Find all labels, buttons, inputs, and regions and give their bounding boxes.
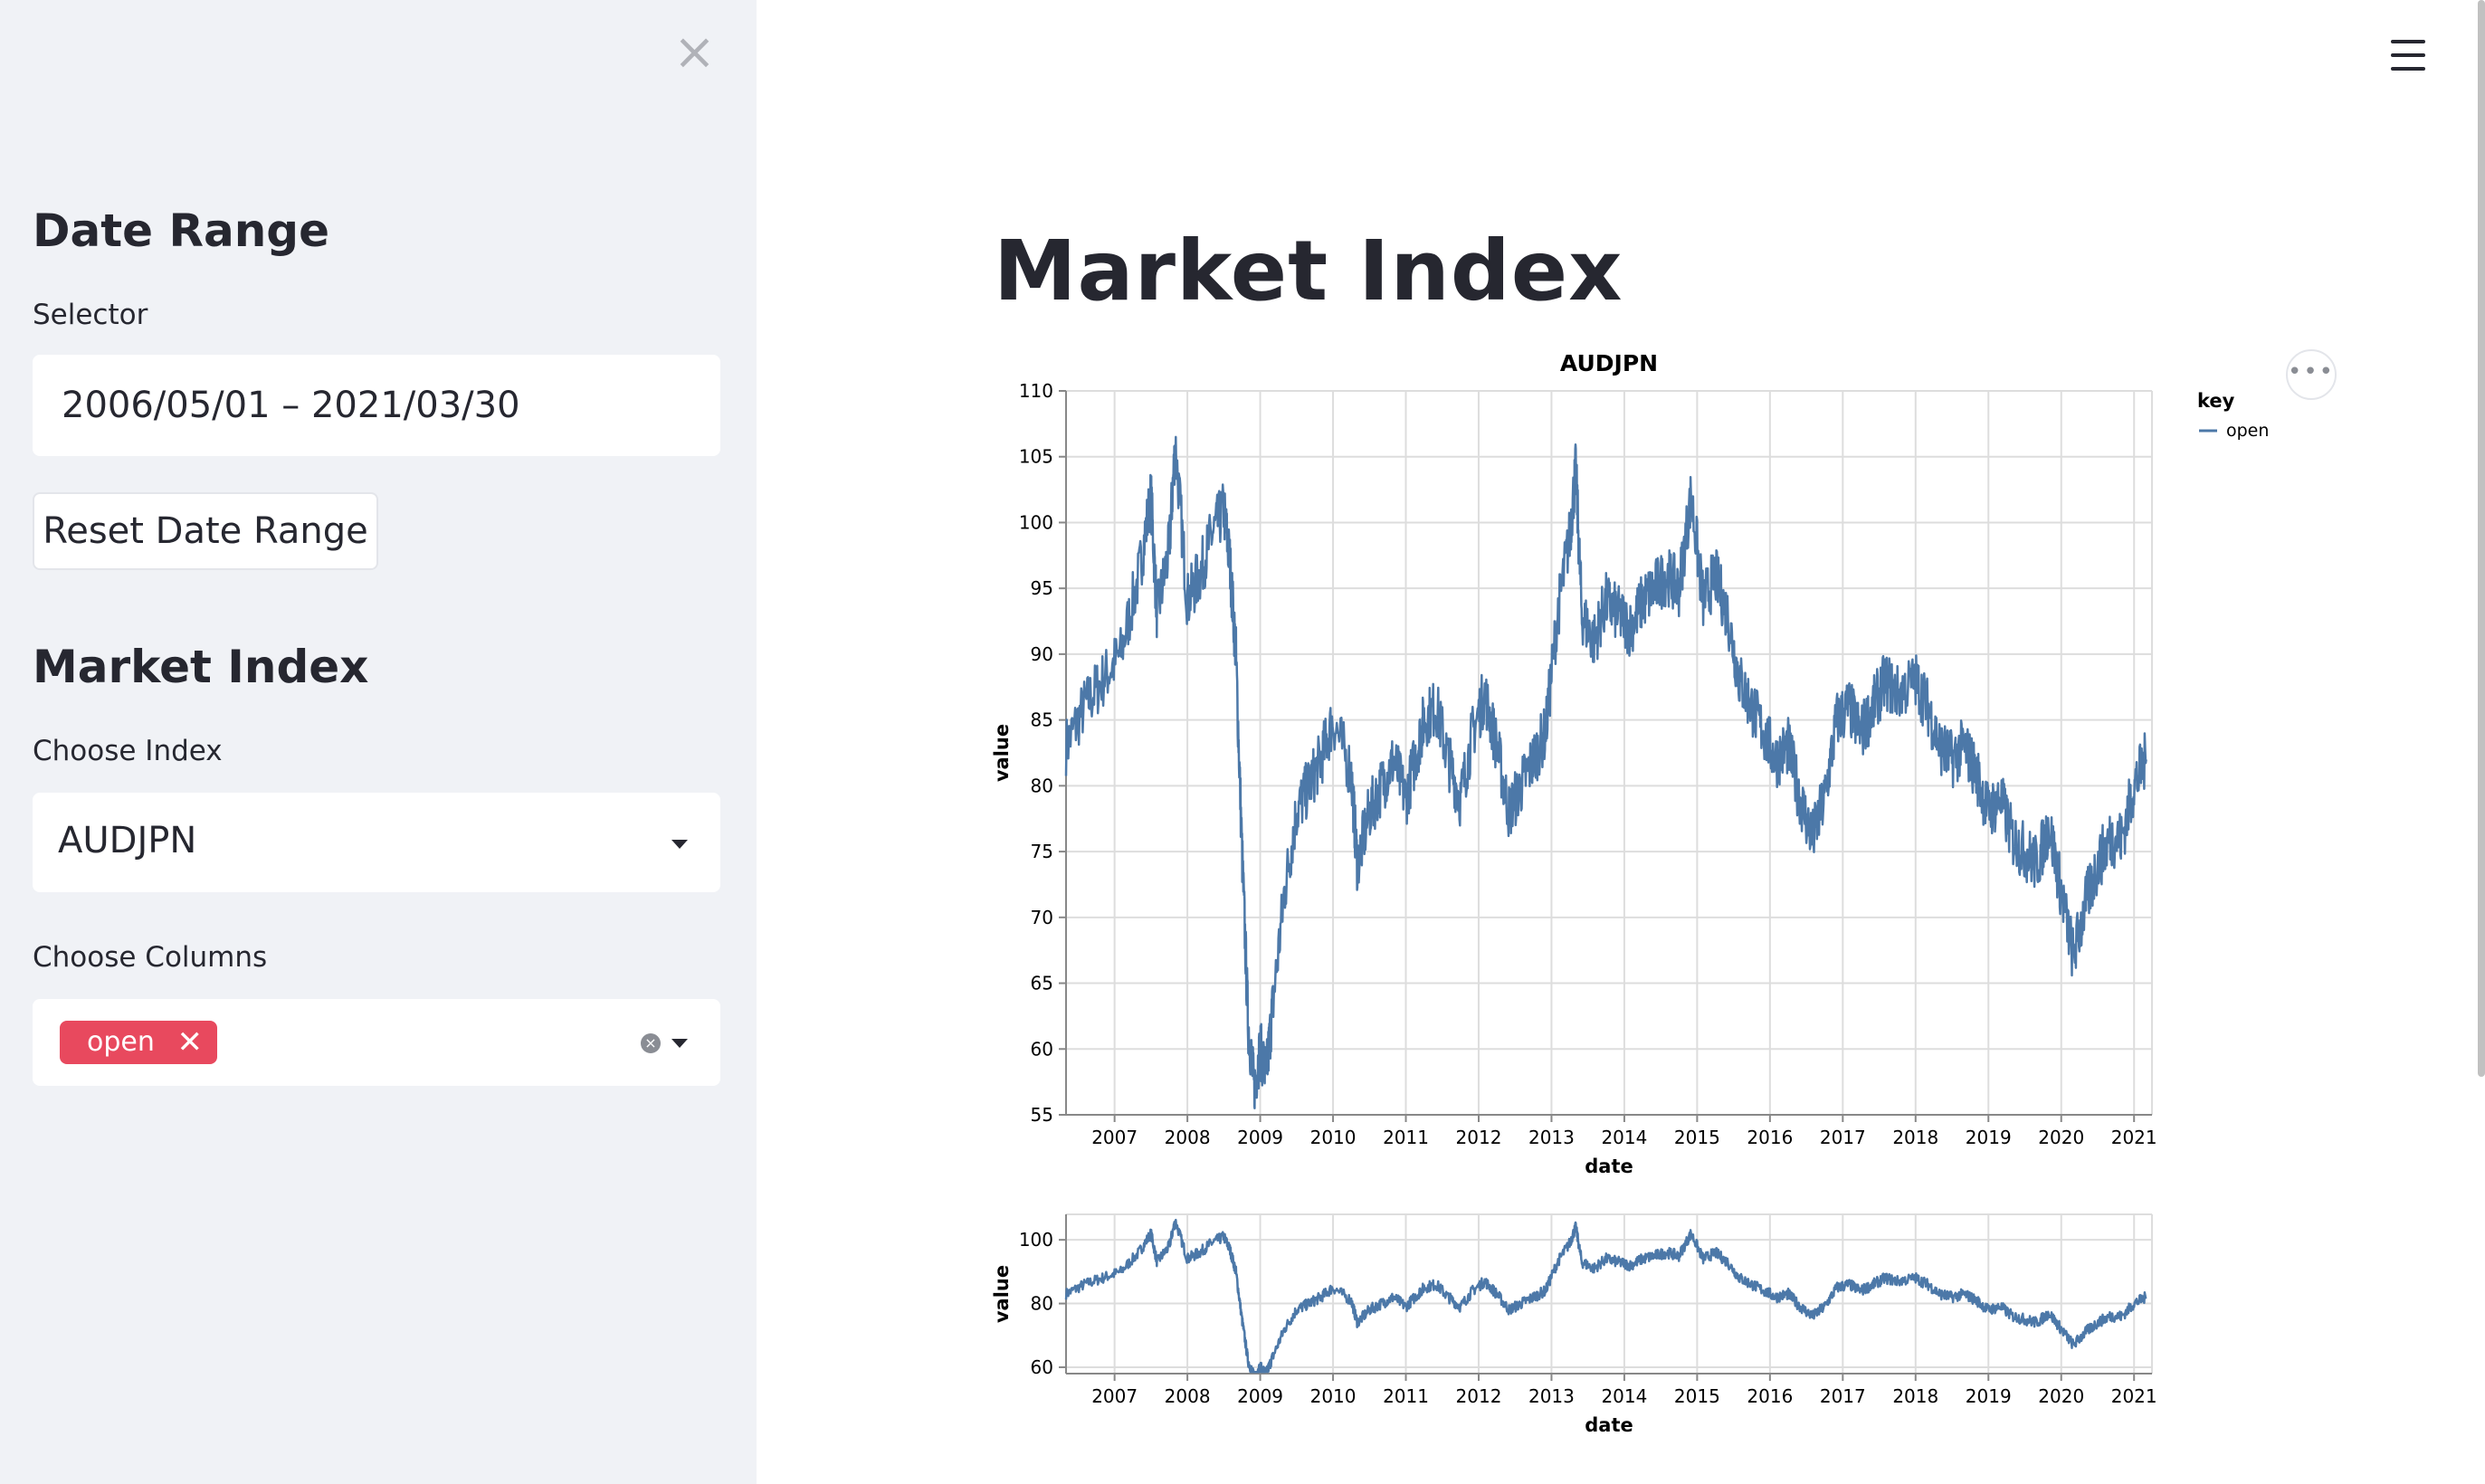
- x-tick-label: 2008: [1165, 1385, 1211, 1407]
- chevron-down-icon[interactable]: [671, 840, 688, 849]
- chart-title: AUDJPN: [1560, 350, 1658, 376]
- y-tick-label: 100: [1019, 1229, 1053, 1251]
- clear-all-icon[interactable]: ×: [641, 1033, 661, 1053]
- y-tick-label: 75: [1031, 841, 1053, 862]
- legend-label: open: [2226, 421, 2269, 441]
- column-tag-open: open ✕: [60, 1021, 217, 1064]
- x-tick-label: 2014: [1601, 1127, 1647, 1148]
- x-tick-label: 2016: [1747, 1385, 1793, 1407]
- y-tick-label: 80: [1031, 1293, 1053, 1315]
- y-tick-label: 90: [1031, 643, 1053, 665]
- x-tick-label: 2011: [1383, 1127, 1429, 1148]
- close-sidebar-icon[interactable]: ×: [673, 23, 716, 81]
- reset-date-range-button[interactable]: Reset Date Range: [33, 492, 378, 570]
- y-tick-label: 65: [1031, 973, 1053, 994]
- x-tick-label: 2020: [2038, 1385, 2084, 1407]
- chevron-down-icon[interactable]: [671, 1039, 688, 1048]
- choose-columns-label: Choose Columns: [33, 941, 268, 974]
- series-line-open: [1064, 435, 2147, 1109]
- page-title: Market Index: [994, 223, 1623, 319]
- hamburger-icon[interactable]: [2391, 40, 2425, 71]
- x-tick-label: 2014: [1601, 1385, 1647, 1407]
- x-axis-title: date: [1585, 1414, 1633, 1436]
- choose-index-label: Choose Index: [33, 735, 223, 767]
- x-tick-label: 2018: [1892, 1127, 1938, 1148]
- x-axis-title: date: [1585, 1156, 1633, 1177]
- x-tick-label: 2020: [2038, 1127, 2084, 1148]
- y-tick-label: 85: [1031, 709, 1053, 731]
- y-tick-label: 55: [1031, 1104, 1053, 1126]
- x-tick-label: 2008: [1165, 1127, 1211, 1148]
- y-tick-label: 110: [1019, 380, 1053, 402]
- date-range-heading: Date Range: [33, 205, 330, 257]
- remove-tag-icon[interactable]: ✕: [176, 1024, 204, 1061]
- scrollbar[interactable]: [2478, 0, 2485, 1077]
- x-tick-label: 2021: [2111, 1385, 2157, 1407]
- x-tick-label: 2017: [1820, 1385, 1866, 1407]
- columns-multiselect[interactable]: open ✕ ×: [33, 999, 720, 1086]
- date-range-input[interactable]: 2006/05/01 – 2021/03/30: [33, 355, 720, 456]
- x-tick-label: 2010: [1310, 1385, 1357, 1407]
- x-tick-label: 2007: [1091, 1385, 1138, 1407]
- x-tick-label: 2012: [1456, 1385, 1502, 1407]
- y-tick-label: 70: [1031, 907, 1053, 928]
- index-select[interactable]: AUDJPN: [33, 793, 720, 892]
- y-tick-label: 95: [1031, 577, 1053, 599]
- x-tick-label: 2016: [1747, 1127, 1793, 1148]
- y-tick-label: 60: [1031, 1038, 1053, 1060]
- chart-actions-menu-icon[interactable]: •••: [2286, 349, 2337, 400]
- x-tick-label: 2010: [1310, 1127, 1357, 1148]
- x-tick-label: 2015: [1674, 1127, 1720, 1148]
- x-tick-label: 2009: [1237, 1127, 1283, 1148]
- x-tick-label: 2012: [1456, 1127, 1502, 1148]
- series-line-open: [1064, 1218, 2147, 1374]
- x-tick-label: 2021: [2111, 1127, 2157, 1148]
- main-chart: 2007 2008 2009 2010 2011 2012 2013 2014 2015 2016…: [991, 350, 2269, 1177]
- x-tick-label: 2019: [1966, 1385, 2012, 1407]
- x-tick-label: 2018: [1892, 1385, 1938, 1407]
- x-tick-label: 2013: [1528, 1385, 1575, 1407]
- y-tick-label: 105: [1019, 446, 1053, 468]
- x-tick-label: 2009: [1237, 1385, 1283, 1407]
- x-tick-label: 2007: [1091, 1127, 1138, 1148]
- x-tick-label: 2015: [1674, 1385, 1720, 1407]
- column-tag-label: open: [87, 1026, 155, 1058]
- index-select-value: AUDJPN: [58, 820, 197, 861]
- overview-chart[interactable]: 2007 2008 2009 2010 2011 2012 2013 2014 2015 2016…: [991, 1213, 2157, 1436]
- legend-title: key: [2197, 390, 2235, 412]
- y-axis-title: value: [991, 1265, 1013, 1323]
- y-axis-title: value: [991, 724, 1013, 782]
- y-tick-label: 100: [1019, 511, 1053, 533]
- x-tick-label: 2019: [1966, 1127, 2012, 1148]
- market-index-heading: Market Index: [33, 641, 369, 693]
- y-tick-label: 60: [1031, 1356, 1053, 1378]
- sidebar: × Date Range Selector 2006/05/01 – 2021/…: [0, 0, 757, 1484]
- y-tick-label: 80: [1031, 775, 1053, 796]
- x-tick-label: 2011: [1383, 1385, 1429, 1407]
- x-tick-label: 2013: [1528, 1127, 1575, 1148]
- x-tick-label: 2017: [1820, 1127, 1866, 1148]
- selector-label: Selector: [33, 299, 148, 331]
